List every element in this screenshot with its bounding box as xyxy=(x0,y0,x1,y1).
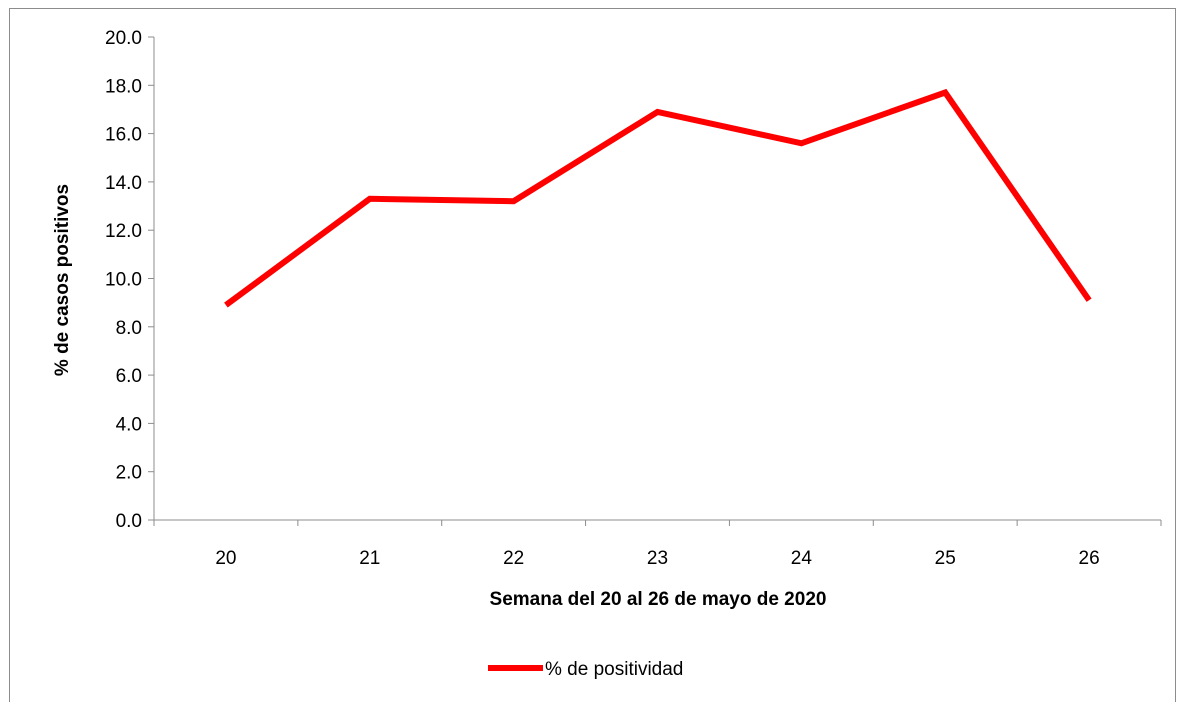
chart-frame xyxy=(9,8,1176,702)
y-axis: 0.0 2.0 4.0 6.0 8.0 10.0 12.0 14.0 16.0 18.0 20.0 xyxy=(105,28,155,532)
x-axis-title: Semana del 20 al 26 de mayo de 2020 xyxy=(490,589,827,610)
x-tick-label: 20 xyxy=(215,548,236,569)
legend: % de positividad xyxy=(488,659,683,680)
y-tick-label: 14.0 xyxy=(105,173,142,194)
y-tick-label: 6.0 xyxy=(116,366,142,387)
y-tick-label: 12.0 xyxy=(105,221,142,242)
y-tick-label: 4.0 xyxy=(116,414,142,435)
y-axis-title: % de casos positivos xyxy=(52,184,73,376)
x-axis: 20 21 22 23 24 25 26 xyxy=(153,519,1162,569)
y-tick-label: 10.0 xyxy=(105,270,142,291)
x-tick-label: 25 xyxy=(935,548,956,569)
x-tick-label: 23 xyxy=(647,548,668,569)
y-tick-label: 18.0 xyxy=(105,76,142,97)
y-tick-label: 16.0 xyxy=(105,125,142,146)
series-layer xyxy=(224,88,1092,308)
series-line xyxy=(224,88,1092,308)
y-tick-label: 2.0 xyxy=(116,463,142,484)
x-tick-label: 22 xyxy=(503,548,524,569)
x-tick-label: 21 xyxy=(359,548,380,569)
y-tick-label: 8.0 xyxy=(116,318,142,339)
x-tick-label: 26 xyxy=(1079,548,1100,569)
y-tick-label: 20.0 xyxy=(105,28,142,49)
legend-label: % de positividad xyxy=(545,659,683,680)
y-tick-label: 0.0 xyxy=(116,511,142,532)
x-tick-label: 24 xyxy=(791,548,813,569)
